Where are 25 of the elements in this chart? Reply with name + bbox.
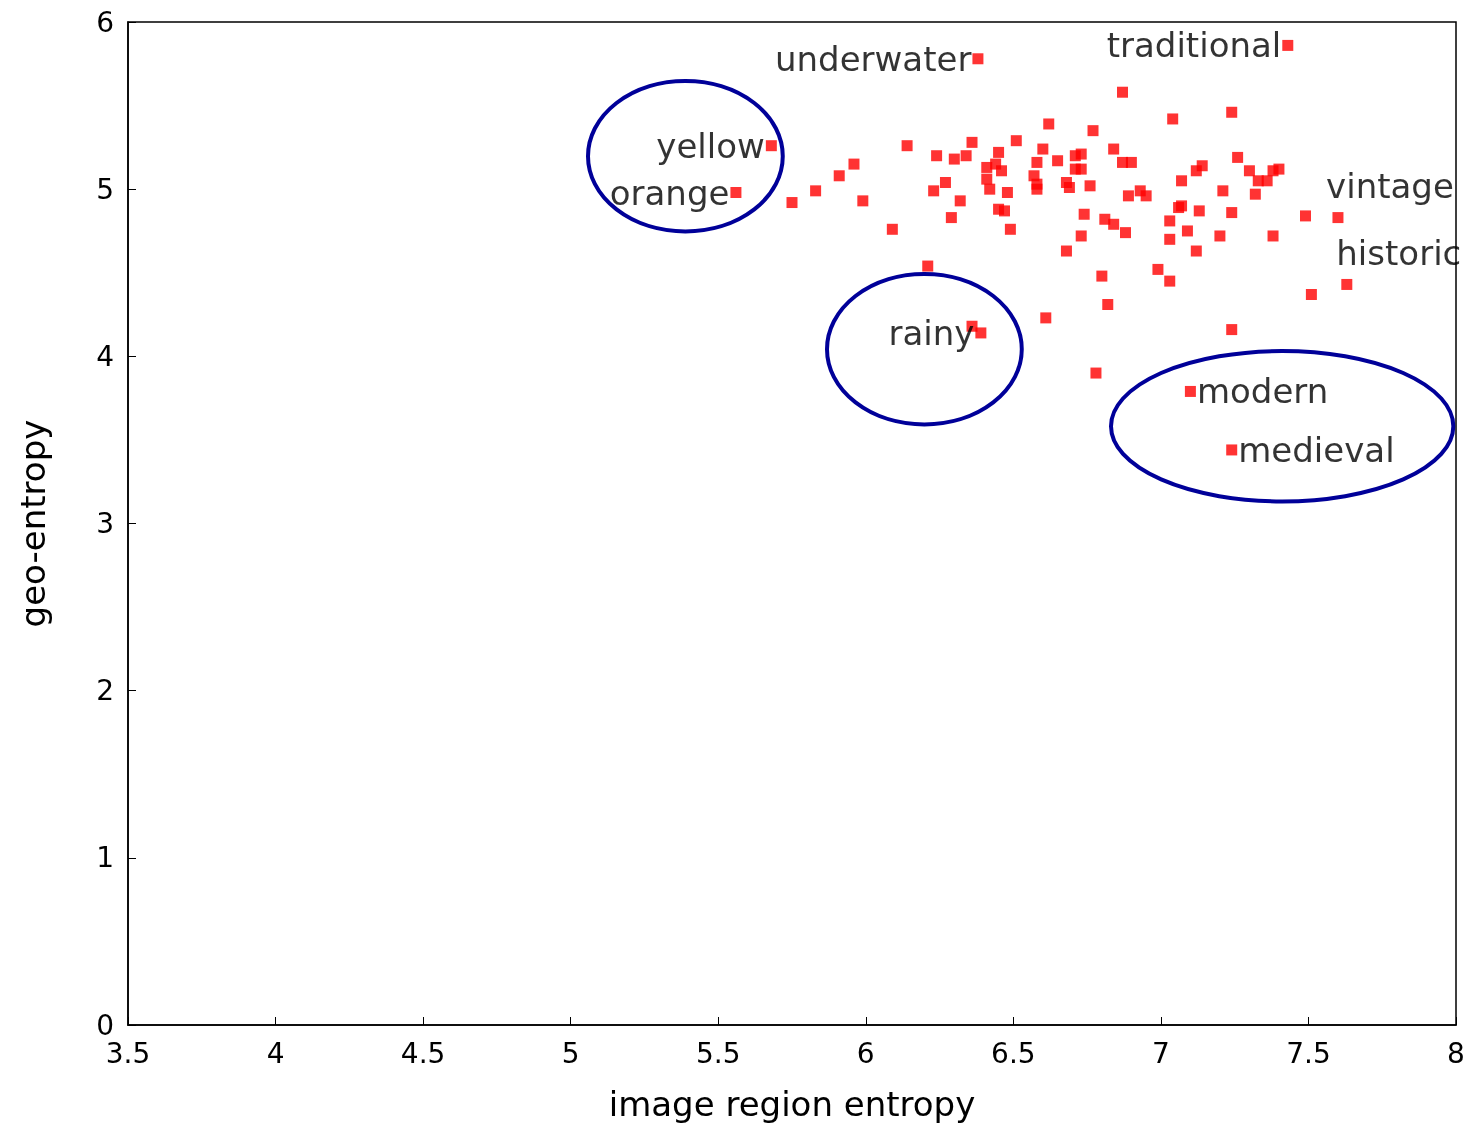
annotation: medieval (1238, 429, 1395, 470)
y-tick-label: 4 (96, 339, 114, 373)
y-tick-label: 5 (96, 172, 114, 206)
y-tick-label: 6 (96, 5, 114, 39)
annotation: modern (1196, 371, 1329, 412)
y-tick-label: 1 (96, 841, 114, 875)
y-tick-label: 3 (96, 507, 114, 540)
annotation: rainy (888, 312, 975, 353)
y-tick-label: 2 (96, 674, 114, 708)
x-axis-title: image region entropy (608, 1084, 976, 1124)
x-tick-label: 5.5 (695, 1036, 741, 1070)
x-tick-label: 4.5 (400, 1036, 446, 1070)
x-tick-label: 6 (856, 1036, 875, 1070)
annotation: underwater (774, 38, 972, 79)
annotation: vintage (1326, 166, 1454, 207)
x-tick-label: 5 (561, 1036, 580, 1070)
x-tick-label: 4 (266, 1036, 285, 1070)
annotation: orange (609, 172, 730, 213)
y-axis-title: geo-entropy (13, 419, 53, 628)
x-tick-label: 7 (1151, 1036, 1170, 1070)
x-tick-label: 6.5 (991, 1036, 1036, 1070)
annotation: traditional (1106, 25, 1282, 66)
x-tick-label: 8 (1447, 1036, 1465, 1070)
annotation: yellow (656, 125, 765, 166)
x-tick-label: 7.5 (1286, 1036, 1331, 1070)
